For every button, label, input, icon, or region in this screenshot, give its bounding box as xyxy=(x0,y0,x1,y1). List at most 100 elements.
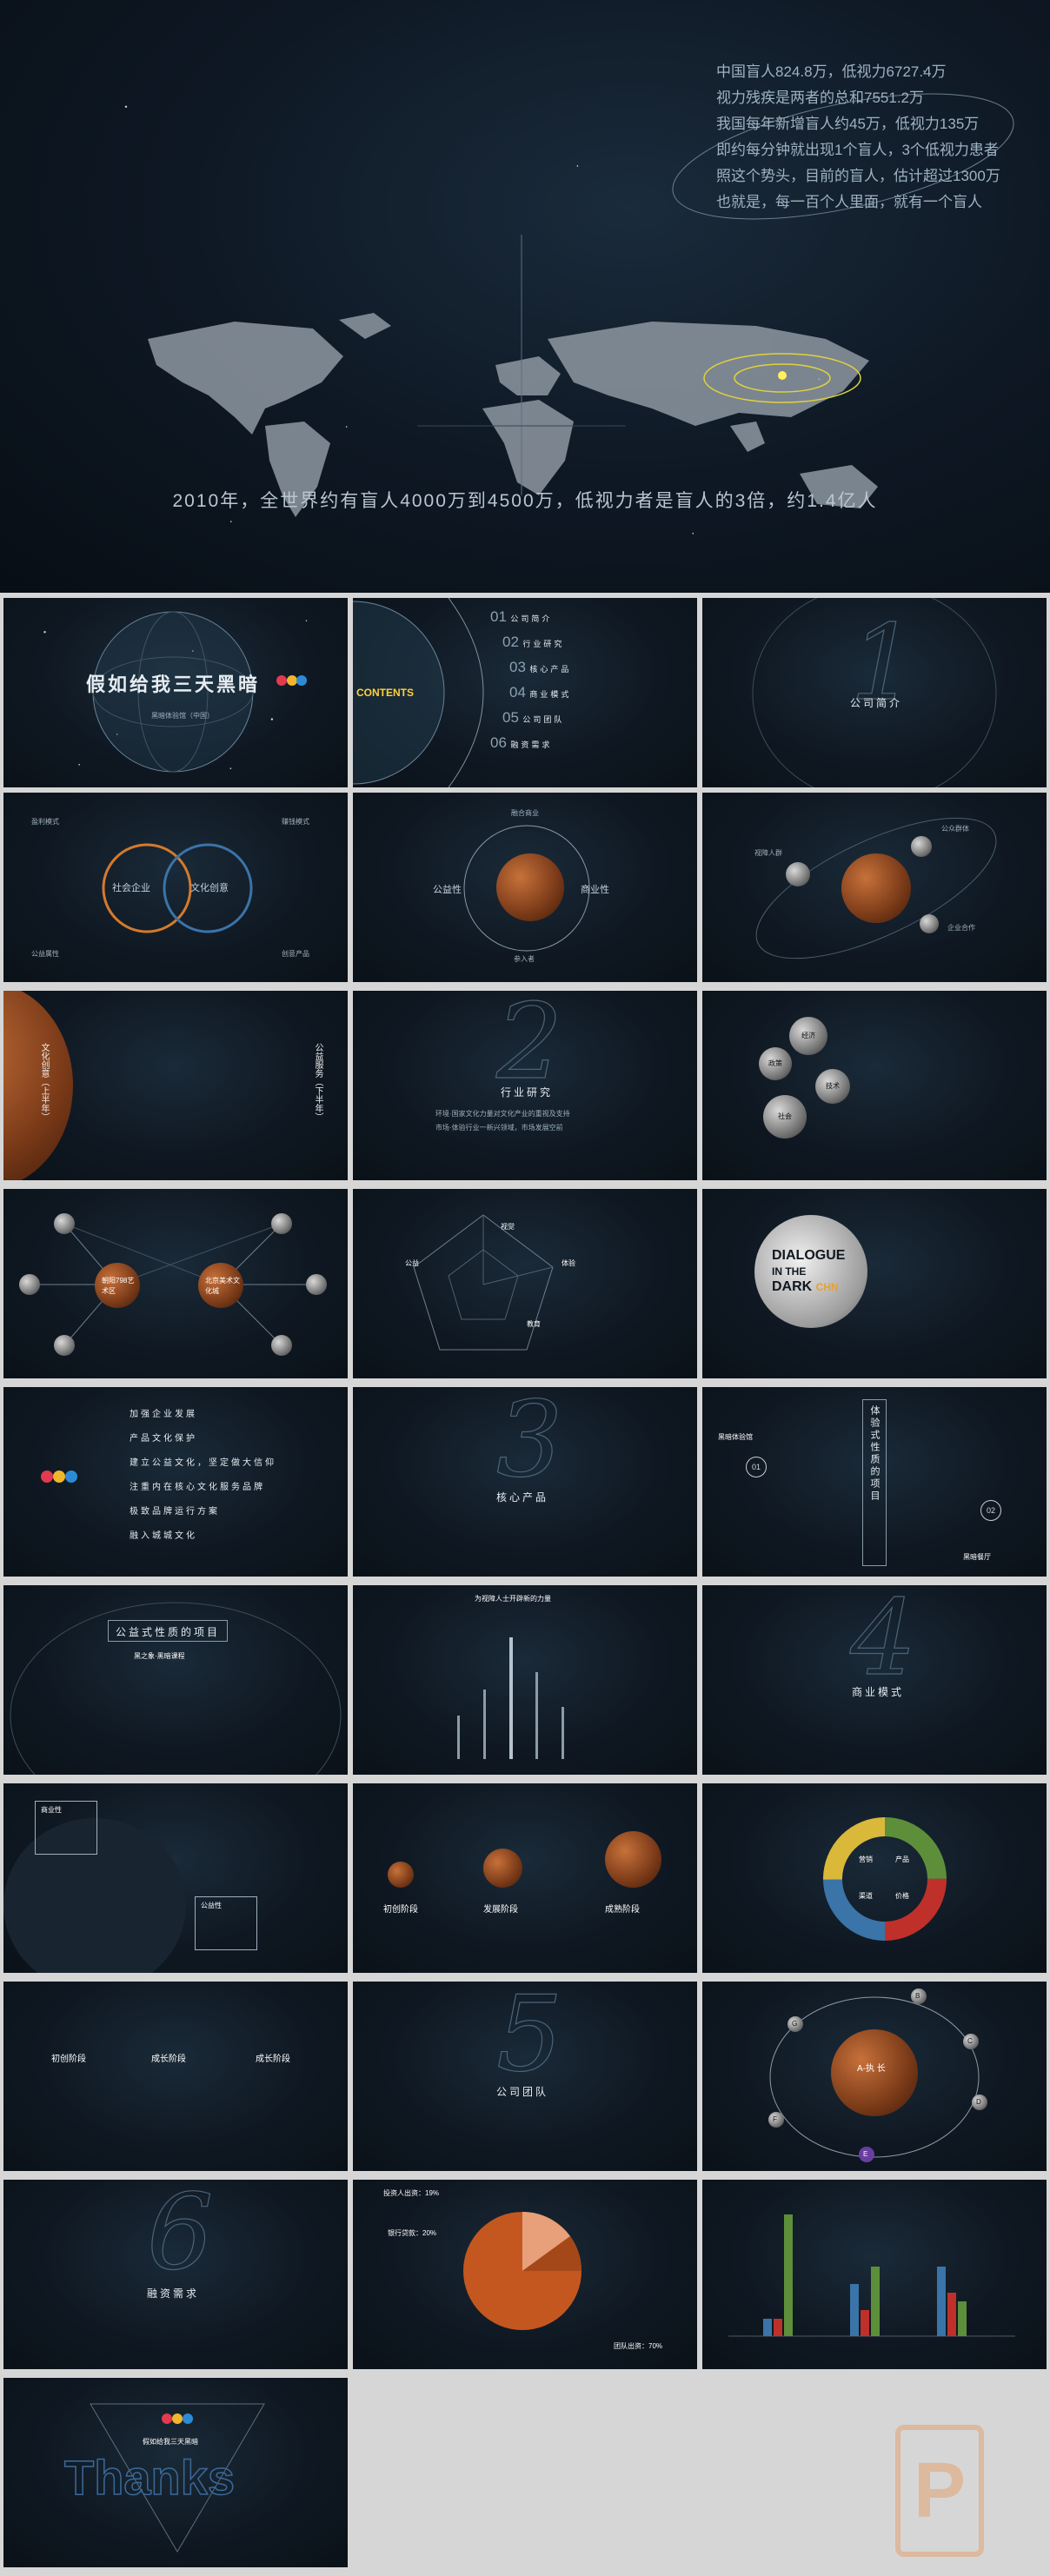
slide-section-2[interactable]: 2 行业研究 环境·国家文化力量对文化产业的重视及支持 市场·体验行业一新兴领域… xyxy=(353,991,697,1180)
hero-decor-lines xyxy=(417,235,626,495)
section-number: 1 xyxy=(849,602,917,724)
section-title: 商业模式 xyxy=(852,1686,905,1698)
gongyi-left: 公益性 xyxy=(433,885,462,895)
slide-thanks[interactable]: 假如给我三天黑暗 Thanks xyxy=(3,2378,348,2567)
slide-venn[interactable]: 社会企业 文化创意 盈利模式 赚钱模式 公益属性 创意产品 xyxy=(3,793,348,982)
planet-shadow xyxy=(3,1818,186,1973)
contents-item[interactable]: 05 公司团队 xyxy=(502,709,565,726)
orbit-label: 视障人群 xyxy=(754,849,782,857)
section-title: 公司团队 xyxy=(496,2086,549,2098)
contents-item[interactable]: 04 商业模式 xyxy=(509,684,572,700)
bubble: 政策 xyxy=(759,1047,792,1080)
card-commercial[interactable]: 商业性 xyxy=(35,1801,97,1855)
slide-left-right[interactable]: 文化创意（上半年） 公益服务（下半年） xyxy=(3,991,348,1180)
section-number: 4 xyxy=(849,1585,917,1700)
planet xyxy=(496,853,564,921)
slide-section-5[interactable]: 5 公司团队 xyxy=(353,1982,697,2171)
network-node xyxy=(54,1335,75,1356)
dialogue-logo: DIALOGUE IN THE DARK CHN xyxy=(772,1248,846,1294)
star-field xyxy=(0,0,1050,593)
venn-tr-label: 赚钱模式 xyxy=(282,818,309,826)
world-map xyxy=(148,313,878,517)
slide-team[interactable]: A-执 长 B C D E F G xyxy=(702,1982,1047,2171)
slide-cover[interactable]: 假如给我三天黑暗 黑暗体验馆（中国） xyxy=(3,598,348,787)
orbit-label: 企业合作 xyxy=(947,924,975,932)
item-title: 黑暗餐厅 xyxy=(963,1553,991,1561)
fact-line: 即约每分钟就出现1个盲人，3个低视力患者 xyxy=(716,142,999,158)
team-node: F xyxy=(768,2112,784,2128)
slide-gongyi[interactable]: 融合商业 公益性 商业性 参入者 xyxy=(353,793,697,982)
section-number: 5 xyxy=(495,1982,563,2096)
slide-contents[interactable]: CONTENTS 01 公司简介 02 行业研究 03 核心产品 04 商业模式… xyxy=(353,598,697,787)
team-node: D xyxy=(972,2095,987,2110)
stage-planet xyxy=(605,1831,661,1888)
slide-network[interactable]: 朝阳798艺术区 北京美术文化城 xyxy=(3,1189,348,1378)
slide-bars[interactable]: 为视障人士开辟新的力量 xyxy=(353,1585,697,1775)
contents-globe-icon xyxy=(353,601,445,785)
slide-bubbles[interactable]: 政策 经济 社会 技术 xyxy=(702,991,1047,1180)
fact-line: 中国盲人824.8万，低视力6727.4万 xyxy=(716,63,947,80)
node-label: 北京美术文化城 xyxy=(205,1277,240,1295)
stage-label: 初创阶段 xyxy=(383,1905,418,1915)
stage-label: 初创阶段 xyxy=(51,2055,86,2064)
slide-public-project[interactable]: 公益式性质的项目 黑之象·黑暗课程 xyxy=(3,1585,348,1775)
dialogue-sphere xyxy=(754,1215,867,1328)
orbit-label: 公众群体 xyxy=(941,825,969,833)
slide-cards[interactable]: 商业性 公益性 xyxy=(3,1783,348,1973)
fact-line: 我国每年新增盲人约45万，低视力135万 xyxy=(716,116,980,132)
slide-section-4[interactable]: 4 商业模式 xyxy=(702,1585,1047,1775)
fact-line: 视力残疾是两者的总和7551.2万 xyxy=(716,90,924,106)
slide-section-3[interactable]: 3 核心产品 xyxy=(353,1387,697,1577)
contents-item[interactable]: 06 融资需求 xyxy=(490,734,553,751)
hero-caption: 2010年，全世界约有盲人4000万到4500万，低视力者是盲人的3倍，约1.4… xyxy=(172,491,878,511)
slide-pie[interactable]: 投资人出资：19% 银行贷款：20% 团队出资：70% xyxy=(353,2180,697,2369)
step-badge: 01 xyxy=(746,1457,767,1477)
cover-subtitle: 黑暗体验馆（中国） xyxy=(151,712,214,720)
triangle-decor xyxy=(90,2403,265,2553)
contents-arc xyxy=(448,598,484,787)
slide-bar-chart[interactable] xyxy=(702,2180,1047,2369)
arc-lines xyxy=(10,1602,342,1775)
team-node: C xyxy=(963,2034,979,2049)
contents-item[interactable]: 01 公司简介 xyxy=(490,608,553,625)
thanks-word: Thanks xyxy=(63,2449,236,2506)
bar-chart xyxy=(728,2214,1015,2337)
section-line: 市场·体验行业一新兴领域，市场发展空前 xyxy=(435,1124,563,1132)
pie-label: 投资人出资：19% xyxy=(383,2189,440,2197)
venn-right-label: 文化创意 xyxy=(190,883,229,893)
slide-section-6[interactable]: 6 融资需求 xyxy=(3,2180,348,2369)
left-vertical-title: 文化创意（上半年） xyxy=(39,1043,49,1121)
contents-item[interactable]: 02 行业研究 xyxy=(502,634,565,650)
slide-stages[interactable]: 初创阶段 发展阶段 成熟阶段 xyxy=(353,1783,697,1973)
slide-web[interactable]: 视觉 体验 教育 公益 xyxy=(353,1189,697,1378)
moon xyxy=(920,914,939,933)
donut-label: 产品 xyxy=(895,1856,909,1863)
section-number: 3 xyxy=(495,1387,563,1502)
star-field xyxy=(3,598,348,787)
card-public[interactable]: 公益性 xyxy=(195,1896,257,1950)
fact-line: 也就是，每一百个人里面，就有一个盲人 xyxy=(716,194,982,210)
section-title: 公司简介 xyxy=(850,697,903,709)
slide-donut[interactable]: 营销 产品 渠道 价格 xyxy=(702,1783,1047,1973)
p-logo-watermark: P xyxy=(895,2425,984,2557)
stage-planet xyxy=(483,1849,522,1888)
bubble: 社会 xyxy=(763,1095,807,1139)
network-node xyxy=(271,1213,292,1234)
network-node xyxy=(54,1213,75,1234)
slide-stages-2[interactable]: 初创阶段 成长阶段 成长阶段 xyxy=(3,1982,348,2171)
donut-label: 营销 xyxy=(859,1856,873,1863)
slide-orbits[interactable]: 视障人群 公众群体 企业合作 xyxy=(702,793,1047,982)
right-vertical-title: 公益服务（下半年） xyxy=(313,1043,322,1121)
bubble: 技术 xyxy=(815,1069,850,1104)
slide-dialogue[interactable]: DIALOGUE IN THE DARK CHN xyxy=(702,1189,1047,1378)
web-label: 教育 xyxy=(527,1320,541,1328)
network-node xyxy=(306,1274,327,1295)
slide-experience[interactable]: 体验式性质的项目 01 02 黑暗体验馆 黑暗餐厅 xyxy=(702,1387,1047,1577)
slide-section-1[interactable]: 1 公司简介 xyxy=(702,598,1047,787)
slide-rocket[interactable]: 加强企业发展 产品文化保护 建立公益文化，坚定做大信仰 注重内在核心文化服务品牌… xyxy=(3,1387,348,1577)
donut-label: 价格 xyxy=(895,1892,909,1900)
contents-item[interactable]: 03 核心产品 xyxy=(509,659,572,675)
stage-label: 成熟阶段 xyxy=(605,1905,640,1915)
network-node-main xyxy=(95,1263,140,1308)
rocket-lines: 加强企业发展 产品文化保护 建立公益文化，坚定做大信仰 注重内在核心文化服务品牌… xyxy=(130,1410,276,1541)
